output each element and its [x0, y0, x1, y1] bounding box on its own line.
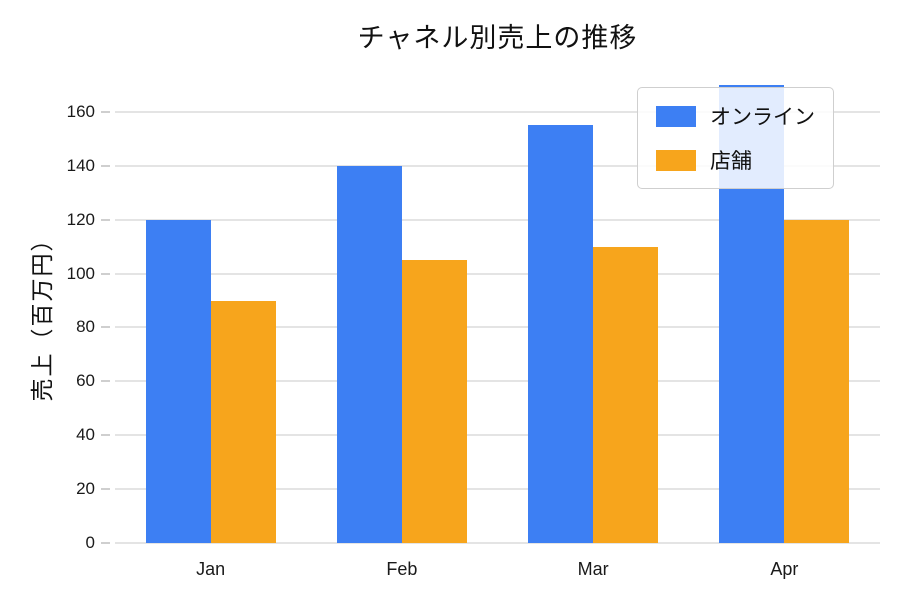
bar-オンライン-Mar	[528, 125, 594, 543]
x-tick-label-Jan: Jan	[196, 559, 226, 579]
y-tick-mark	[101, 110, 110, 113]
bar-オンライン-Jan	[145, 219, 211, 543]
chart-title: チャネル別売上の推移	[357, 23, 638, 53]
y-tick-label-0: 0	[85, 533, 95, 552]
y-tick-label-40: 40	[76, 425, 95, 445]
gridline-y-120	[115, 218, 880, 221]
gridline-y-80	[115, 326, 880, 329]
plot-area	[115, 85, 880, 544]
legend-label: 店舗	[710, 150, 752, 173]
y-tick-label-20: 20	[76, 479, 95, 499]
y-tick-mark	[101, 380, 110, 383]
y-tick-label-160: 160	[66, 101, 95, 121]
gridline-y-0	[115, 542, 880, 544]
bar-店舗-Apr	[784, 219, 850, 543]
y-tick-label-100: 100	[66, 263, 95, 283]
bar-店舗-Mar	[593, 246, 659, 543]
y-tick-label-120: 120	[66, 209, 95, 229]
bar-店舗-Jan	[210, 300, 276, 543]
gridline-y-20	[115, 488, 880, 491]
gridline-y-60	[115, 380, 880, 383]
y-tick-label-80: 80	[76, 317, 95, 337]
bar-オンライン-Feb	[336, 165, 402, 543]
bar-店舗-Feb	[401, 260, 467, 543]
y-tick-mark	[101, 542, 110, 544]
legend-swatch-icon	[656, 149, 696, 171]
y-tick-mark	[101, 326, 110, 329]
y-tick-mark	[101, 218, 110, 221]
gridline-y-100	[115, 272, 880, 275]
y-tick-label-60: 60	[76, 371, 95, 391]
x-tick-label-Apr: Apr	[770, 559, 799, 579]
legend-label: オンライン	[710, 106, 815, 129]
x-tick-label-Feb: Feb	[386, 559, 418, 579]
y-tick-mark	[101, 272, 110, 275]
gridline-y-40	[115, 434, 880, 437]
gridline-y-160	[115, 110, 880, 113]
legend-item-店舗: 店舗	[656, 145, 815, 175]
legend-item-オンライン: オンライン	[656, 101, 815, 131]
legend-swatch-icon	[656, 105, 696, 127]
gridline-y-140	[115, 164, 880, 167]
legend: オンライン 店舗	[637, 87, 834, 189]
y-tick-label-140: 140	[66, 155, 95, 175]
x-tick-label-Mar: Mar	[577, 559, 609, 579]
y-tick-mark	[101, 434, 110, 437]
y-tick-mark	[101, 164, 110, 167]
y-tick-mark	[101, 488, 110, 491]
